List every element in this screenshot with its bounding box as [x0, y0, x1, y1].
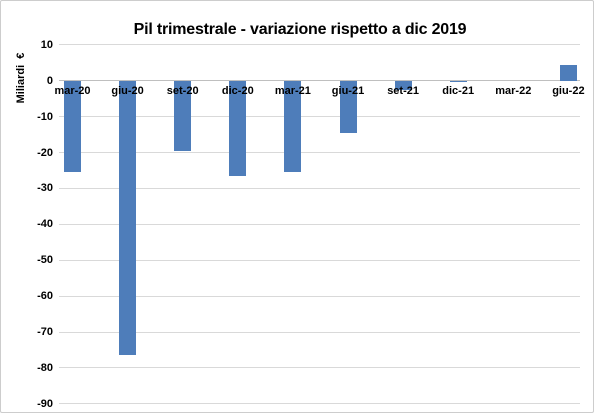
x-category-label: mar-20	[54, 85, 91, 97]
y-tick-label: -80	[37, 361, 53, 374]
y-tick-label: -30	[37, 182, 53, 195]
bar-set-20	[174, 80, 192, 151]
y-tick-label: 0	[46, 74, 53, 87]
gridline	[59, 259, 580, 261]
y-tick-label: -50	[37, 254, 53, 267]
x-category-label: set-21	[387, 85, 419, 97]
x-category-label: giu-21	[331, 85, 365, 97]
gridline	[59, 152, 580, 153]
chart-title: Pil trimestrale - variazione rispetto a …	[133, 21, 467, 38]
x-category-label: giu-22	[552, 85, 585, 97]
bar-dic-21	[449, 80, 467, 83]
y-tick-label: -20	[37, 146, 53, 159]
bar-dic-20	[229, 80, 247, 176]
x-category-label: giu-20	[111, 85, 144, 97]
y-tick-label: -60	[37, 290, 53, 303]
bar-set-21	[394, 80, 412, 90]
x-category-label: dic-21	[442, 85, 475, 97]
chart-frame-border	[0, 0, 594, 413]
y-tick-label: -10	[37, 110, 53, 123]
bar-giu-22	[559, 64, 577, 81]
bar-giu-20	[119, 80, 137, 356]
y-tick-label: -70	[37, 326, 53, 338]
bar-mar-20	[64, 80, 81, 173]
gridline	[59, 295, 580, 297]
y-tick-label: 10	[40, 38, 53, 51]
x-category-label: mar-22	[495, 85, 532, 97]
x-category-label: set-20	[166, 85, 199, 97]
y-tick-label: -40	[37, 218, 53, 231]
gridline	[59, 331, 580, 333]
bar-mar-21	[284, 80, 302, 173]
gridline	[59, 187, 580, 189]
gridline	[59, 116, 580, 118]
gridline	[59, 403, 580, 405]
gridline	[59, 44, 580, 46]
gridline	[59, 223, 580, 225]
x-category-label: mar-21	[274, 85, 311, 97]
bar-giu-21	[339, 80, 357, 133]
x-category-label: dic-20	[221, 85, 254, 97]
zero-axis-line	[59, 80, 580, 82]
y-tick-label: -90	[37, 397, 53, 410]
gridline	[59, 367, 580, 369]
